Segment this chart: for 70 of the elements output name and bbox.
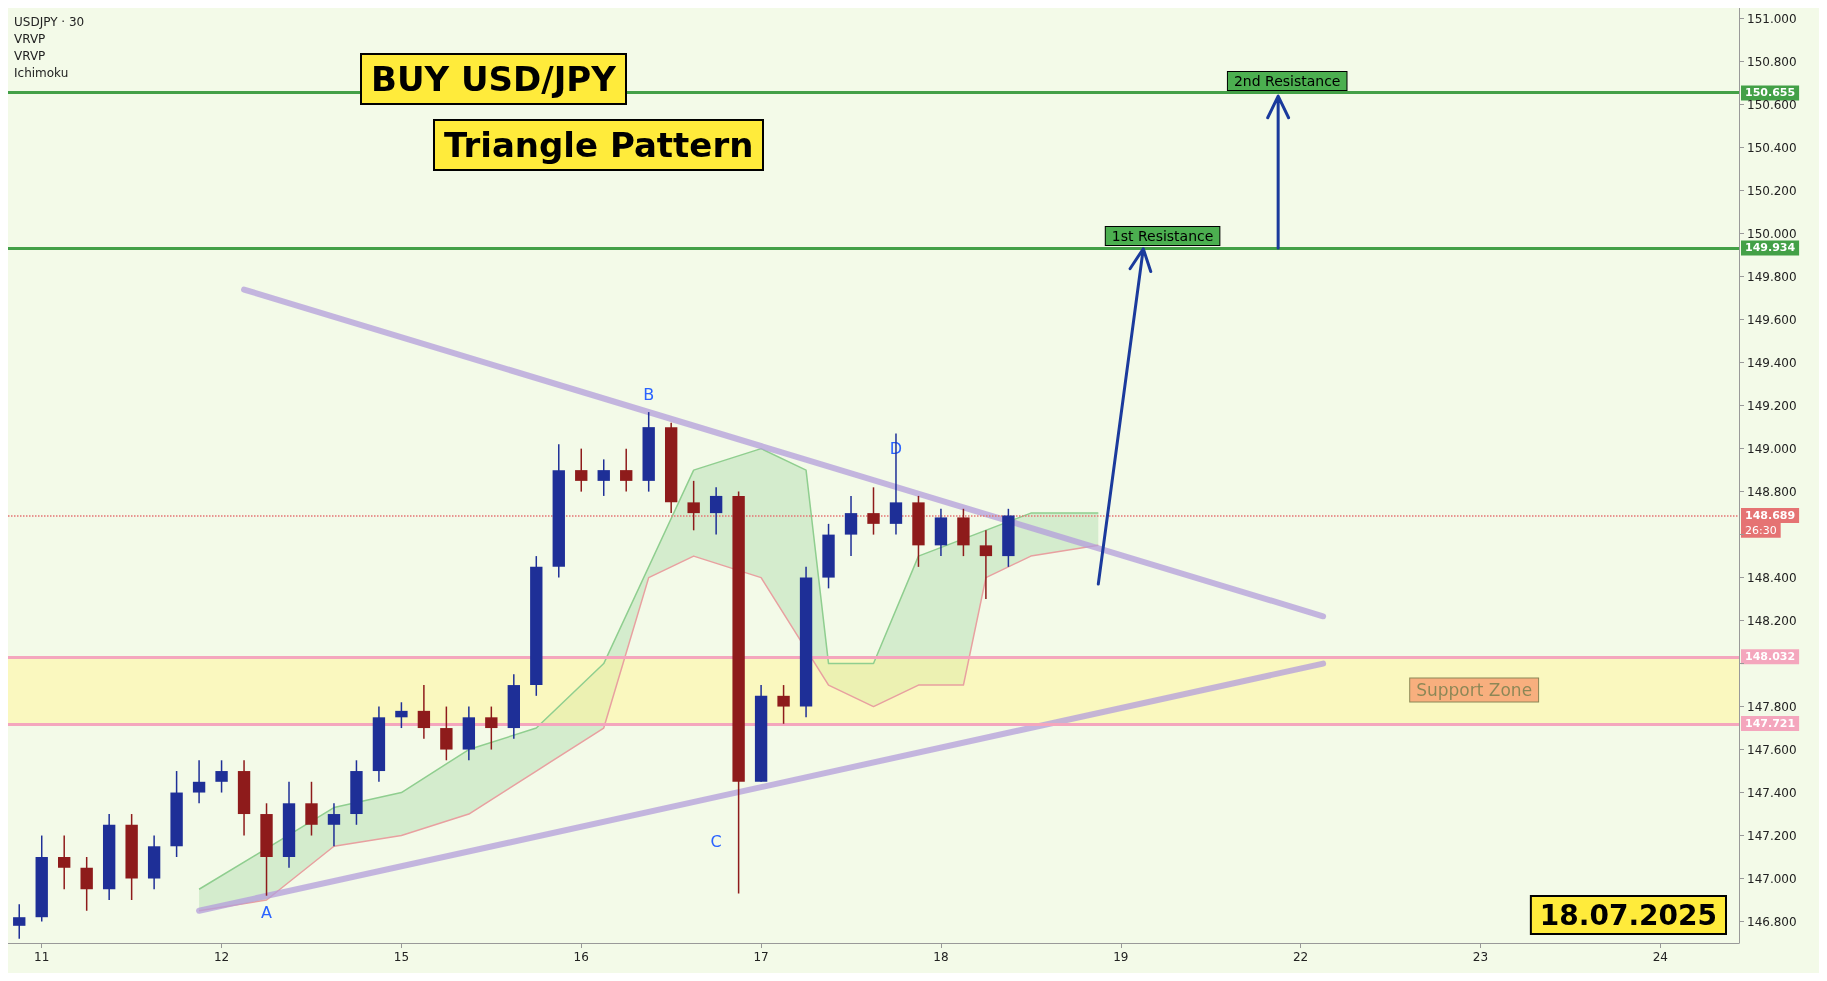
candlestick <box>575 447 588 493</box>
ref-line-label: 2nd Resistance <box>1233 72 1341 89</box>
x-tick-label: 22 <box>1292 950 1309 964</box>
y-tick-label: 147.600 <box>1747 742 1797 757</box>
y-tick-label: 150.600 <box>1747 97 1797 112</box>
y-tick-label: 149.000 <box>1747 441 1797 456</box>
text: 147.721 <box>1745 717 1796 731</box>
candlestick <box>417 684 431 740</box>
candlestick <box>485 705 498 751</box>
candlestick <box>58 834 71 891</box>
x-tick-label: 23 <box>1472 950 1489 964</box>
y-tick-label: 149.600 <box>1747 312 1797 327</box>
x-tick-label: 18 <box>933 950 949 964</box>
y-tick-label: 148.400 <box>1747 570 1797 585</box>
x-tick-label: 12 <box>213 950 230 964</box>
x-tick-label: 17 <box>753 950 769 964</box>
y-tick-label: 147.800 <box>1747 699 1797 714</box>
text: BUY USD/JPY <box>371 59 617 99</box>
annotation: 18.07.2025 <box>1539 898 1718 932</box>
annotation: USDJPY · 30 <box>14 15 85 29</box>
candlestick <box>395 701 408 729</box>
annotation: C <box>710 832 722 852</box>
candlestick <box>889 432 903 536</box>
annotation: VRVP <box>14 32 46 46</box>
candlestick <box>305 781 318 837</box>
y-tick-label: 150.200 <box>1747 183 1797 198</box>
candlestick <box>597 458 610 497</box>
candlestick <box>979 529 993 600</box>
annotation: VRVP <box>14 49 46 63</box>
candlestick <box>709 486 723 536</box>
band-label: Support Zone <box>1416 680 1533 701</box>
candlestick <box>867 486 880 536</box>
candlestick <box>620 447 633 493</box>
y-tick-label: 150.000 <box>1747 226 1797 241</box>
y-tick-label: 150.800 <box>1747 54 1797 69</box>
candlestick <box>440 705 453 762</box>
y-tick-label: 149.800 <box>1747 269 1797 284</box>
candlestick <box>80 856 93 912</box>
y-tick-label: 148.800 <box>1747 484 1797 499</box>
text: 148.032 <box>1745 650 1796 664</box>
ref-line-label: 1st Resistance <box>1111 227 1214 244</box>
candlestick <box>777 684 790 725</box>
candlestick <box>192 759 206 805</box>
text: 150.655 <box>1745 86 1796 100</box>
annotation: Ichimoku <box>14 66 69 80</box>
annotation: A <box>261 903 273 923</box>
x-tick-label: 16 <box>573 950 589 964</box>
text: Triangle Pattern <box>444 125 754 165</box>
y-tick-label: 148.200 <box>1747 613 1797 628</box>
annotation: B <box>643 385 655 405</box>
y-tick-label: 150.400 <box>1747 140 1797 155</box>
y-tick-label: 147.400 <box>1747 785 1797 800</box>
y-tick-label: 151.000 <box>1747 11 1797 26</box>
text: 148.689 <box>1745 508 1796 522</box>
candlestick <box>327 802 341 848</box>
x-tick-label: 24 <box>1652 950 1668 964</box>
text: 26:30 <box>1745 523 1777 537</box>
y-tick-label: 147.200 <box>1747 828 1797 843</box>
candlestick <box>215 759 228 794</box>
text: 149.934 <box>1745 241 1796 255</box>
candlestick <box>844 495 858 557</box>
x-tick-label: 11 <box>34 950 50 964</box>
y-tick-label: 146.800 <box>1747 914 1797 929</box>
y-tick-label: 149.400 <box>1747 355 1797 370</box>
candlestick <box>687 480 700 532</box>
y-tick-label: 149.200 <box>1747 398 1797 413</box>
x-tick-label: 19 <box>1113 950 1129 964</box>
candlestick <box>13 903 26 940</box>
y-tick-label: 147.000 <box>1747 871 1797 886</box>
x-tick-label: 15 <box>393 950 410 964</box>
